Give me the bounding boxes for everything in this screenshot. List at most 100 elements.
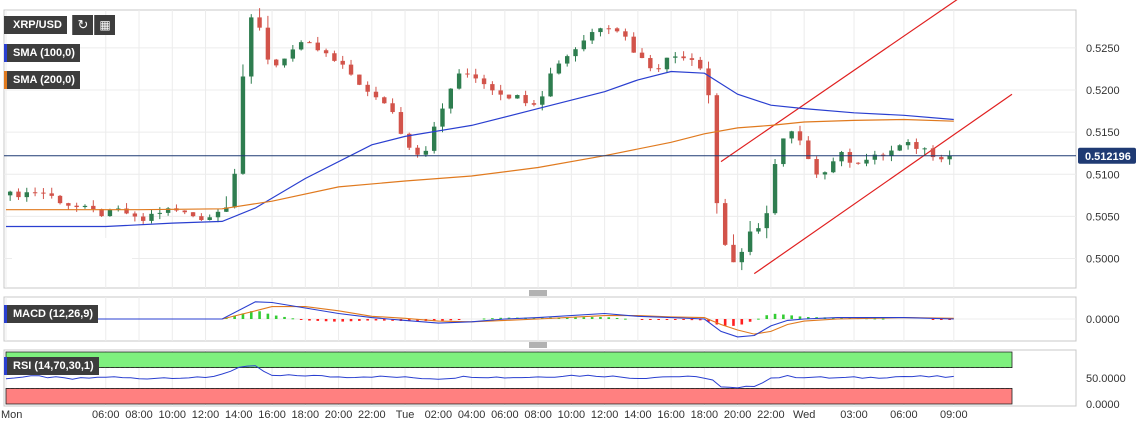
- candle: [905, 142, 911, 146]
- macd-histogram-bar: [382, 319, 386, 321]
- macd-histogram-bar: [457, 319, 461, 320]
- candle: [814, 159, 819, 175]
- candle: [656, 68, 661, 70]
- macd-histogram-bar: [590, 317, 594, 319]
- macd-histogram-bar: [391, 319, 394, 321]
- candle: [448, 88, 454, 109]
- macd-histogram-bar: [948, 319, 951, 320]
- macd-histogram-bar: [931, 319, 935, 320]
- macd-histogram-bar: [358, 319, 361, 321]
- resize-handle-macd[interactable]: [529, 290, 547, 296]
- candle: [631, 36, 636, 53]
- candle: [872, 154, 878, 160]
- macd-histogram-bar: [449, 319, 453, 321]
- macd-histogram-bar: [665, 319, 669, 320]
- refresh-icon[interactable]: ↻: [72, 15, 93, 35]
- candle: [540, 96, 545, 105]
- macd-histogram-bar: [690, 319, 694, 321]
- candle: [215, 211, 221, 218]
- macd-histogram-bar: [241, 313, 245, 319]
- macd-histogram-bar: [582, 317, 586, 319]
- candle: [348, 64, 354, 75]
- macd-histogram-bar: [707, 319, 710, 322]
- candle: [190, 212, 196, 217]
- candle: [332, 53, 337, 61]
- candle: [49, 193, 54, 196]
- macd-histogram-bar: [748, 319, 752, 322]
- candle: [124, 208, 129, 214]
- symbol-label[interactable]: XRP/USD: [4, 16, 67, 34]
- time-tick-label: 12:00: [192, 409, 220, 421]
- macd-histogram-bar: [673, 319, 677, 320]
- candle: [880, 154, 886, 156]
- macd-histogram-bar: [757, 318, 760, 320]
- candle: [431, 126, 437, 151]
- candle: [199, 216, 204, 220]
- candle: [839, 152, 844, 162]
- candle: [772, 164, 778, 214]
- macd-histogram-bar: [416, 319, 419, 322]
- macd-histogram-bar: [649, 319, 652, 320]
- candle: [731, 244, 736, 263]
- sma100-legend[interactable]: SMA (100,0): [4, 44, 80, 62]
- candle: [747, 231, 753, 252]
- candle: [797, 131, 803, 141]
- candle: [41, 192, 46, 194]
- price-tick-label: 0.5150: [1086, 127, 1120, 139]
- macd-histogram-bar: [807, 317, 810, 319]
- candle: [249, 17, 254, 77]
- candle: [689, 58, 695, 60]
- candle: [722, 203, 728, 245]
- candle: [947, 155, 952, 160]
- candle: [706, 68, 711, 96]
- macd-histogram-bar: [574, 317, 577, 319]
- candle: [864, 159, 869, 164]
- candle: [473, 74, 478, 79]
- macd-histogram-bar: [407, 319, 411, 322]
- macd-histogram-bar: [266, 313, 270, 319]
- macd-histogram-bar: [765, 315, 769, 319]
- price-tick-label: 0.5200: [1086, 85, 1120, 97]
- candle: [515, 95, 520, 99]
- time-tick-label: 14:00: [225, 409, 253, 421]
- candle: [140, 216, 146, 221]
- candle: [382, 97, 387, 104]
- time-tick-label: 06:00: [92, 409, 120, 421]
- macd-histogram-bar: [873, 318, 877, 320]
- candle: [498, 90, 503, 95]
- macd-histogram-bar: [333, 319, 336, 322]
- candle: [415, 147, 420, 155]
- candle: [91, 205, 96, 210]
- candle: [357, 74, 362, 85]
- candle: [606, 28, 611, 30]
- candle: [315, 42, 320, 51]
- candle: [365, 84, 370, 92]
- price-tick-label: 0.5100: [1086, 169, 1120, 181]
- candle: [66, 203, 71, 206]
- candle: [614, 28, 620, 32]
- resize-handle-rsi[interactable]: [529, 342, 547, 348]
- macd-histogram-bar: [740, 319, 744, 325]
- candle: [7, 191, 13, 196]
- macd-histogram-bar: [682, 319, 685, 320]
- macd-histogram-bar: [341, 319, 345, 322]
- macd-histogram-bar: [432, 319, 436, 322]
- sma100-line: [6, 70, 954, 228]
- macd-histogram-bar: [482, 318, 486, 320]
- rsi-line: [5, 365, 954, 389]
- channel-lower-line: [753, 93, 1013, 275]
- macd-histogram-bar: [366, 319, 369, 321]
- time-tick-label: 12:00: [591, 409, 619, 421]
- candle: [423, 150, 429, 155]
- candle: [74, 205, 79, 208]
- rsi-legend[interactable]: RSI (14,70,30,1): [4, 357, 99, 375]
- macd-legend[interactable]: MACD (12,26,9): [4, 305, 99, 323]
- candle: [149, 213, 154, 221]
- sma200-legend[interactable]: SMA (200,0): [4, 71, 80, 89]
- calendar-icon[interactable]: ▦: [94, 15, 115, 35]
- candle: [298, 42, 304, 50]
- current-price-label: 0.512196: [1085, 151, 1131, 163]
- candle: [165, 208, 171, 213]
- macd-histogram-bar: [607, 317, 611, 319]
- candle: [373, 91, 379, 98]
